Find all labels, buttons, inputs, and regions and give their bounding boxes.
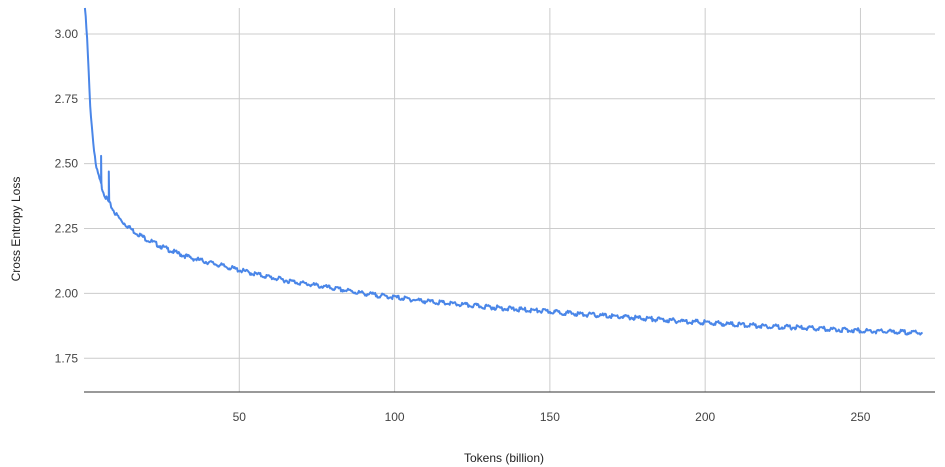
x-tick-label: 200 xyxy=(695,410,715,424)
y-tick-label: 2.25 xyxy=(55,222,79,236)
loss-series-line xyxy=(83,7,923,336)
y-tick-label: 2.75 xyxy=(55,92,79,106)
x-axis-title: Tokens (billion) xyxy=(464,451,544,465)
series-layer xyxy=(83,7,923,336)
x-tick-label: 50 xyxy=(233,410,247,424)
y-tick-label: 3.00 xyxy=(55,27,79,41)
grid-layer xyxy=(84,8,935,392)
x-tick-label: 250 xyxy=(850,410,870,424)
y-tick-label: 1.75 xyxy=(55,351,79,365)
y-axis-title: Cross Entropy Loss xyxy=(9,177,23,282)
y-tick-label: 2.00 xyxy=(55,286,79,300)
label-layer: Tokens (billion) Cross Entropy Loss 1.75… xyxy=(9,27,871,465)
x-tick-label: 150 xyxy=(540,410,560,424)
y-tick-label: 2.50 xyxy=(55,157,79,171)
x-tick-label: 100 xyxy=(385,410,405,424)
